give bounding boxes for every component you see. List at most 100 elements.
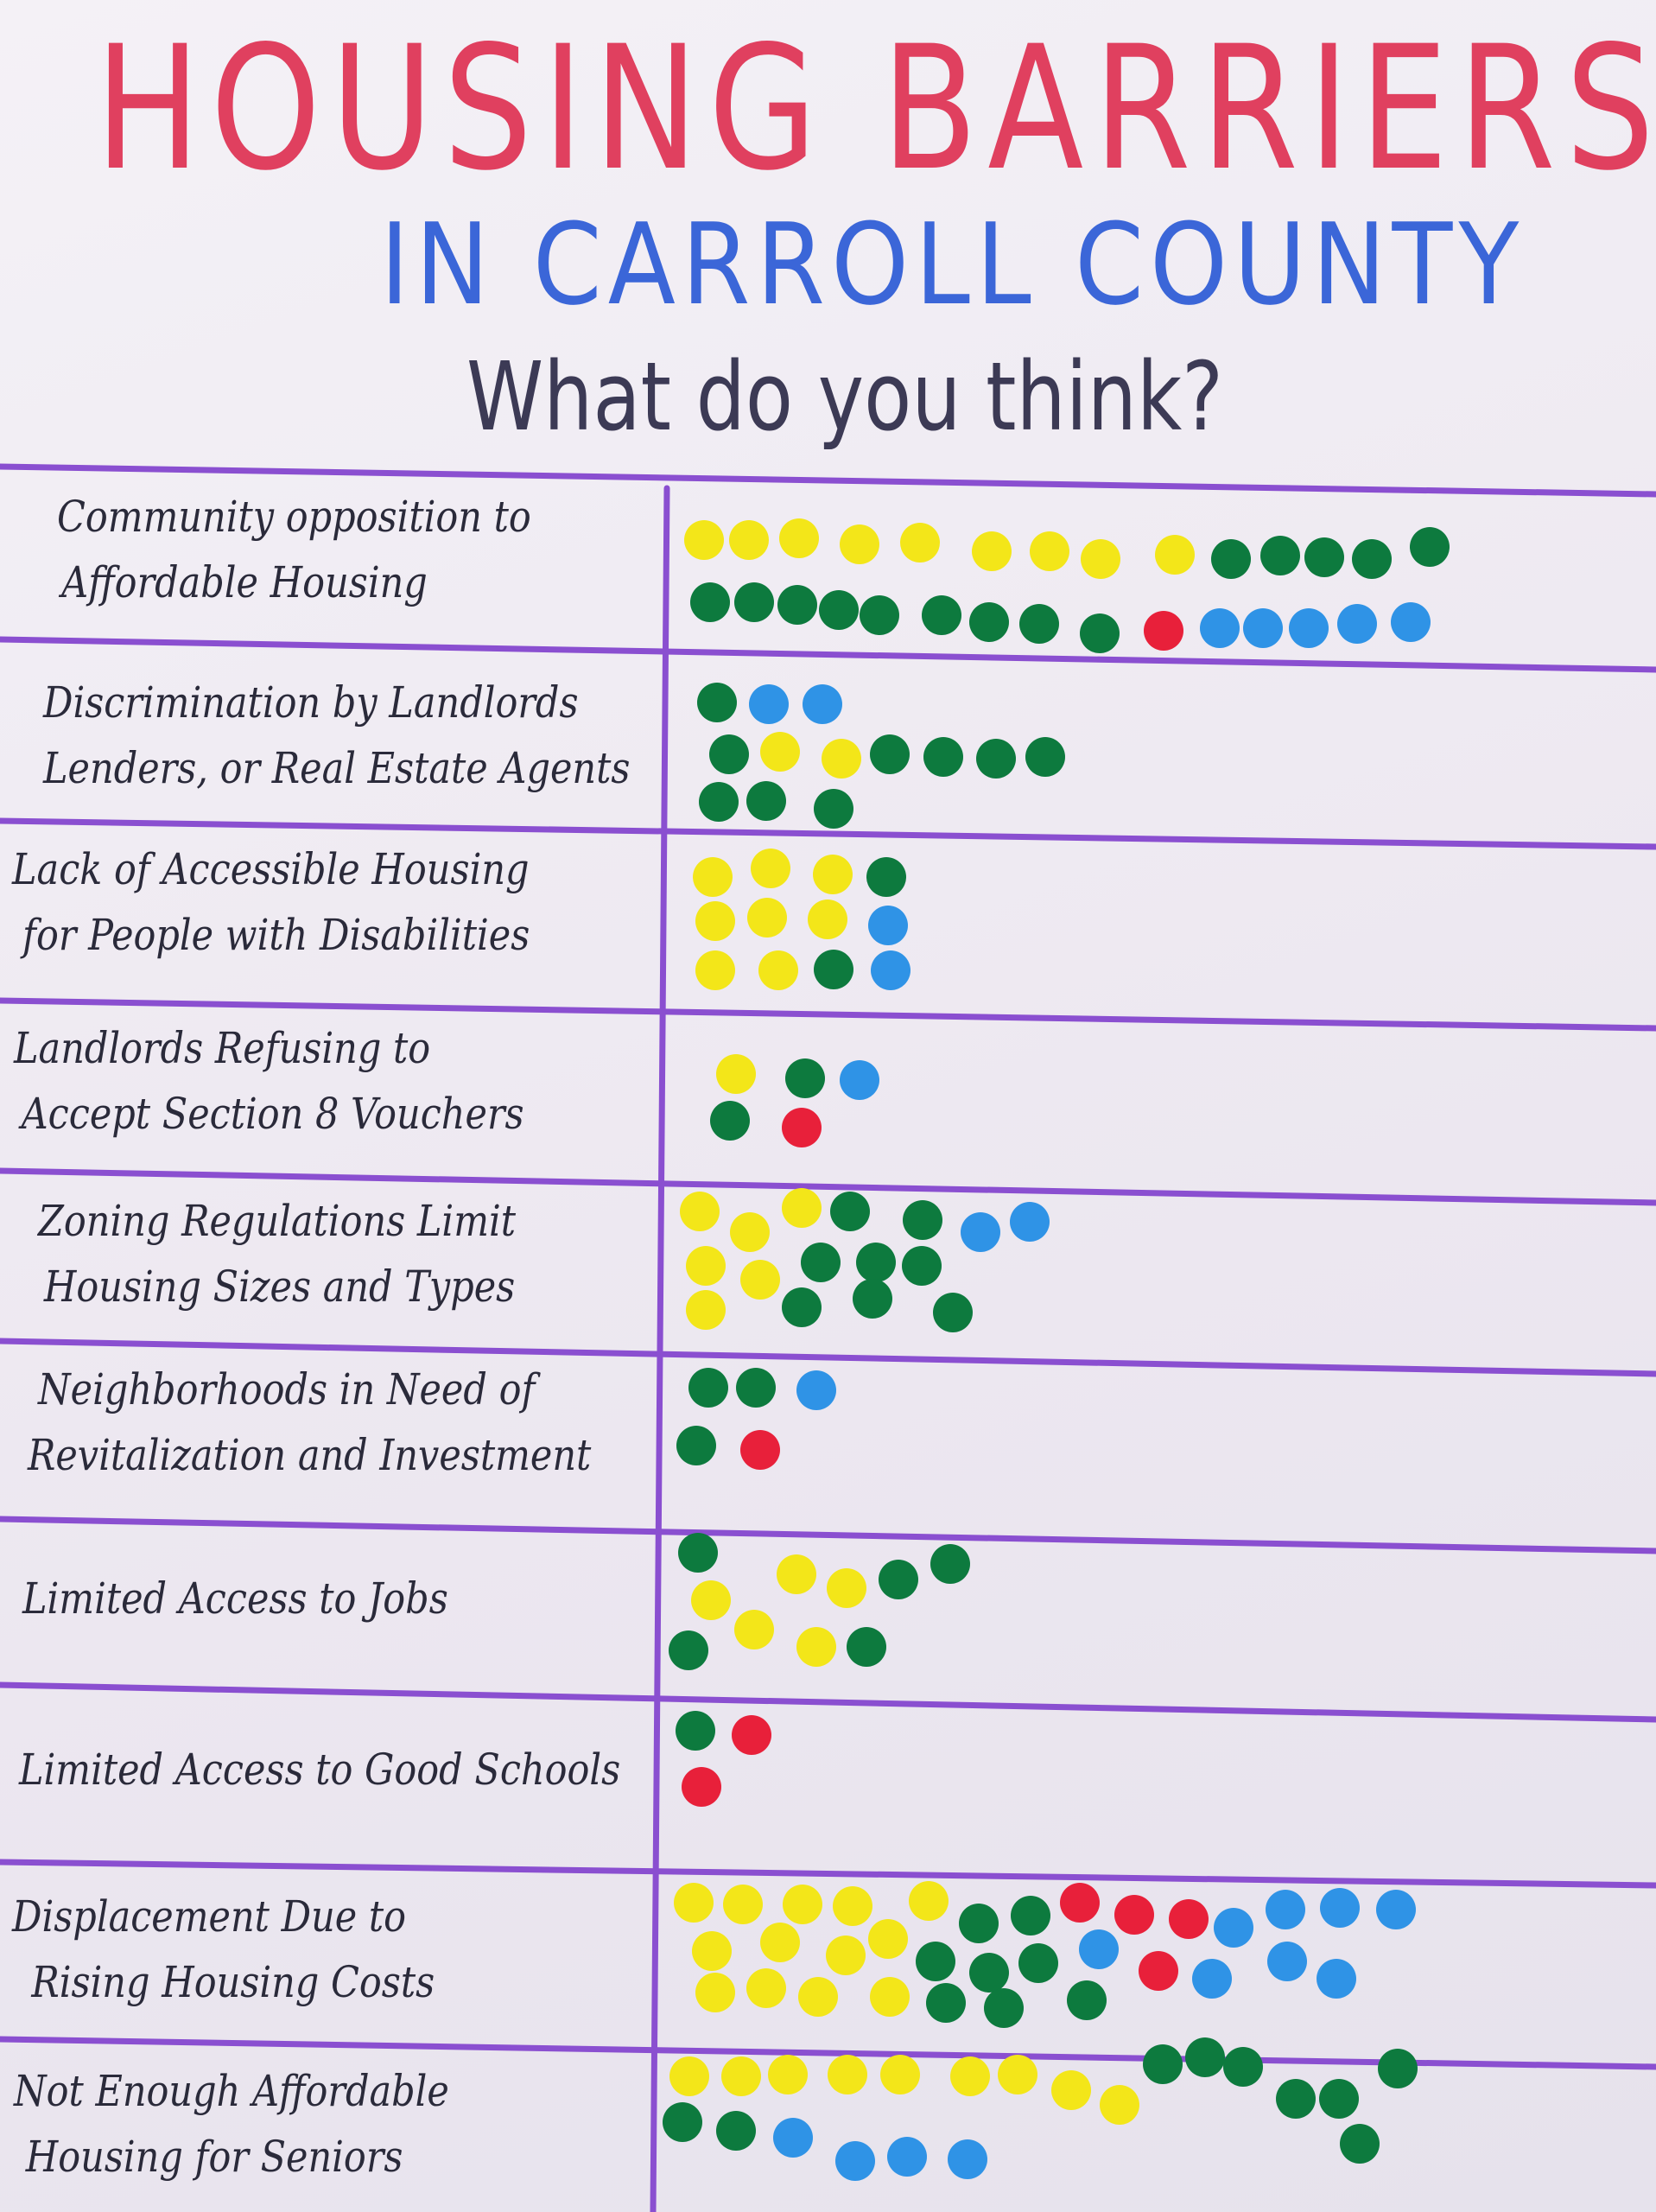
divider-line (0, 817, 1656, 850)
green-vote-dot (688, 1368, 728, 1408)
row-label-line: for People with Disabilities (22, 910, 530, 960)
row-label-line: Limited Access to Good Schools (19, 1745, 621, 1795)
yellow-vote-dot (1030, 531, 1069, 571)
green-vote-dot (1143, 2044, 1183, 2084)
row-label-neighborhoods: Neighborhoods in Need of Revitalization … (28, 1357, 591, 1488)
green-vote-dot (847, 1627, 886, 1667)
row-label-community-opposition: Community opposition to Affordable Housi… (57, 484, 531, 615)
row-label-jobs: Limited Access to Jobs (22, 1566, 448, 1631)
green-vote-dot (933, 1293, 973, 1332)
yellow-vote-dot (972, 531, 1012, 571)
green-vote-dot (984, 1988, 1024, 2028)
divider-line (0, 463, 1656, 498)
yellow-vote-dot (695, 901, 735, 941)
green-vote-dot (1025, 737, 1065, 777)
column-divider (650, 485, 670, 2212)
yellow-vote-dot (768, 2055, 808, 2094)
green-vote-dot (690, 582, 730, 622)
yellow-vote-dot (695, 1973, 735, 2012)
red-vote-dot (1169, 1899, 1209, 1939)
yellow-vote-dot (808, 899, 847, 939)
green-vote-dot (879, 1560, 918, 1599)
yellow-vote-dot (740, 1260, 780, 1300)
green-vote-dot (782, 1287, 822, 1327)
blue-vote-dot (1079, 1929, 1119, 1969)
green-vote-dot (1276, 2079, 1316, 2119)
yellow-vote-dot (779, 518, 819, 558)
divider-line (0, 636, 1656, 673)
yellow-vote-dot (730, 1212, 770, 1252)
yellow-vote-dot (827, 1568, 866, 1608)
blue-vote-dot (961, 1212, 1000, 1252)
green-vote-dot (1304, 537, 1344, 577)
red-vote-dot (682, 1767, 721, 1807)
red-vote-dot (1114, 1895, 1154, 1935)
yellow-vote-dot (998, 2055, 1037, 2094)
row-label-displacement: Displacement Due to Rising Housing Costs (12, 1884, 435, 2015)
blue-vote-dot (1376, 1890, 1416, 1929)
green-vote-dot (1223, 2047, 1263, 2087)
red-vote-dot (782, 1108, 822, 1147)
green-vote-dot (697, 683, 737, 722)
yellow-vote-dot (1081, 539, 1120, 579)
green-vote-dot (866, 857, 906, 897)
blue-vote-dot (1337, 604, 1377, 644)
yellow-vote-dot (1155, 535, 1195, 575)
poster-prompt: What do you think? (466, 341, 1224, 452)
blue-vote-dot (1192, 1959, 1232, 1999)
row-label-line: Housing Sizes and Types (43, 1262, 516, 1312)
green-vote-dot (1319, 2079, 1359, 2119)
red-vote-dot (732, 1715, 771, 1755)
row-label-accessible-housing: Lack of Accessible Housing for People wi… (12, 836, 530, 968)
green-vote-dot (959, 1904, 999, 1943)
row-label-line: Rising Housing Costs (31, 1957, 435, 2007)
row-label-line: Lenders, or Real Estate Agents (43, 743, 631, 793)
blue-vote-dot (803, 684, 842, 724)
yellow-vote-dot (868, 1919, 908, 1959)
row-label-line: Affordable Housing (61, 557, 428, 607)
yellow-vote-dot (693, 857, 733, 897)
yellow-vote-dot (760, 732, 800, 772)
green-vote-dot (1080, 613, 1120, 653)
green-vote-dot (923, 737, 963, 777)
row-label-line: Housing for Seniors (25, 2132, 403, 2182)
yellow-vote-dot (796, 1627, 836, 1667)
yellow-vote-dot (760, 1923, 800, 1962)
red-vote-dot (1060, 1883, 1100, 1923)
blue-vote-dot (749, 684, 789, 724)
blue-vote-dot (1200, 608, 1240, 648)
yellow-vote-dot (950, 2056, 990, 2096)
green-vote-dot (1352, 539, 1392, 579)
divider-line (0, 1338, 1656, 1377)
blue-vote-dot (1267, 1942, 1307, 1981)
green-vote-dot (709, 734, 749, 774)
blue-vote-dot (868, 906, 908, 945)
blue-vote-dot (835, 2141, 875, 2181)
green-vote-dot (669, 1630, 708, 1670)
divider-line (0, 1167, 1656, 1206)
yellow-vote-dot (840, 524, 879, 564)
blue-vote-dot (840, 1060, 879, 1100)
row-label-zoning: Zoning Regulations Limit Housing Sizes a… (38, 1188, 516, 1319)
blue-vote-dot (1214, 1908, 1253, 1948)
green-vote-dot (903, 1200, 942, 1240)
yellow-vote-dot (686, 1246, 726, 1286)
row-label-line: Lack of Accessible Housing (12, 844, 530, 894)
green-vote-dot (801, 1243, 841, 1282)
green-vote-dot (976, 739, 1016, 779)
green-vote-dot (734, 582, 774, 622)
yellow-vote-dot (798, 1977, 838, 2017)
divider-line (0, 1859, 1656, 1889)
green-vote-dot (853, 1279, 892, 1319)
red-vote-dot (740, 1430, 780, 1470)
yellow-vote-dot (822, 739, 861, 779)
green-vote-dot (716, 2111, 756, 2151)
row-label-line: Neighborhoods in Need of (38, 1364, 536, 1414)
row-label-line: Displacement Due to (12, 1891, 407, 1942)
green-vote-dot (1011, 1896, 1050, 1936)
row-label-line: Limited Access to Jobs (22, 1573, 448, 1624)
yellow-vote-dot (900, 523, 940, 563)
yellow-vote-dot (782, 1188, 822, 1228)
yellow-vote-dot (674, 1883, 714, 1923)
row-label-discrimination: Discrimination by Landlords Lenders, or … (43, 670, 630, 801)
